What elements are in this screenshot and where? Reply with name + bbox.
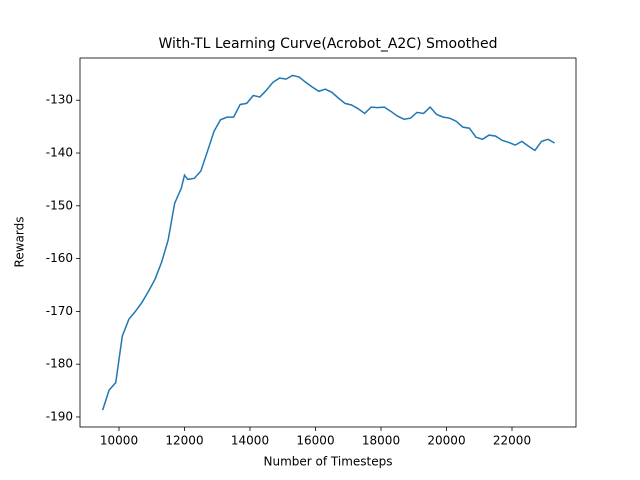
x-tick-label: 14000 <box>231 434 269 448</box>
y-tick-label: -160 <box>46 251 73 265</box>
x-tick-label: 10000 <box>100 434 138 448</box>
y-axis-label: Rewards <box>13 217 27 268</box>
x-tick-label: 20000 <box>427 434 465 448</box>
x-tick-label: 22000 <box>493 434 531 448</box>
y-tick-label: -150 <box>46 198 73 212</box>
chart-title: With-TL Learning Curve(Acrobot_A2C) Smoo… <box>158 36 497 52</box>
x-tick-label: 16000 <box>296 434 334 448</box>
x-tick-label: 18000 <box>362 434 400 448</box>
y-tick-label: -170 <box>46 304 73 318</box>
y-tick-label: -140 <box>46 146 73 160</box>
y-tick-label: -190 <box>46 409 73 423</box>
y-tick-label: -130 <box>46 93 73 107</box>
line <box>101 74 555 411</box>
x-tick-label: 12000 <box>165 434 203 448</box>
x-axis-label: Number of Timesteps <box>264 455 393 469</box>
y-tick-label: -180 <box>46 357 73 371</box>
plot-frame <box>79 57 577 428</box>
